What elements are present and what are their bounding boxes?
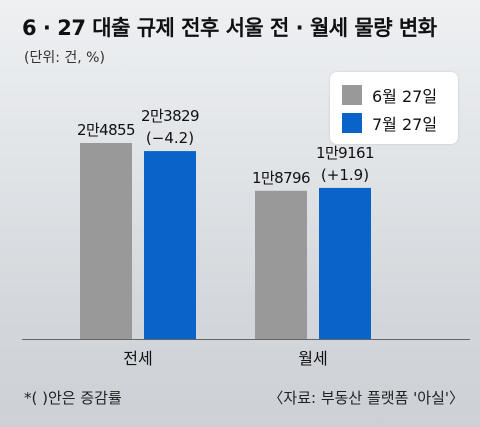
value-label-1-1: 1만9161 [316, 144, 374, 162]
source-note: 〈자료: 부동산 플랫폼 '아실'〉 [268, 387, 464, 408]
bar-0-1 [144, 151, 196, 339]
value-label-0-0: 2만4855 [77, 121, 135, 139]
value-label-1-0: 1만8796 [252, 169, 310, 187]
bar-1-1 [319, 188, 371, 339]
value-label-0-1: 2만3829 [141, 107, 199, 125]
category-label-0: 전세 [123, 349, 152, 368]
bar-1-0 [255, 191, 307, 339]
change-label-1: (+1.9) [321, 166, 369, 184]
bar-0-0 [80, 143, 132, 339]
category-label-1: 월세 [298, 349, 327, 368]
footnote: *( )안은 증감률 [24, 387, 122, 408]
change-label-0: (−4.2) [146, 129, 194, 147]
